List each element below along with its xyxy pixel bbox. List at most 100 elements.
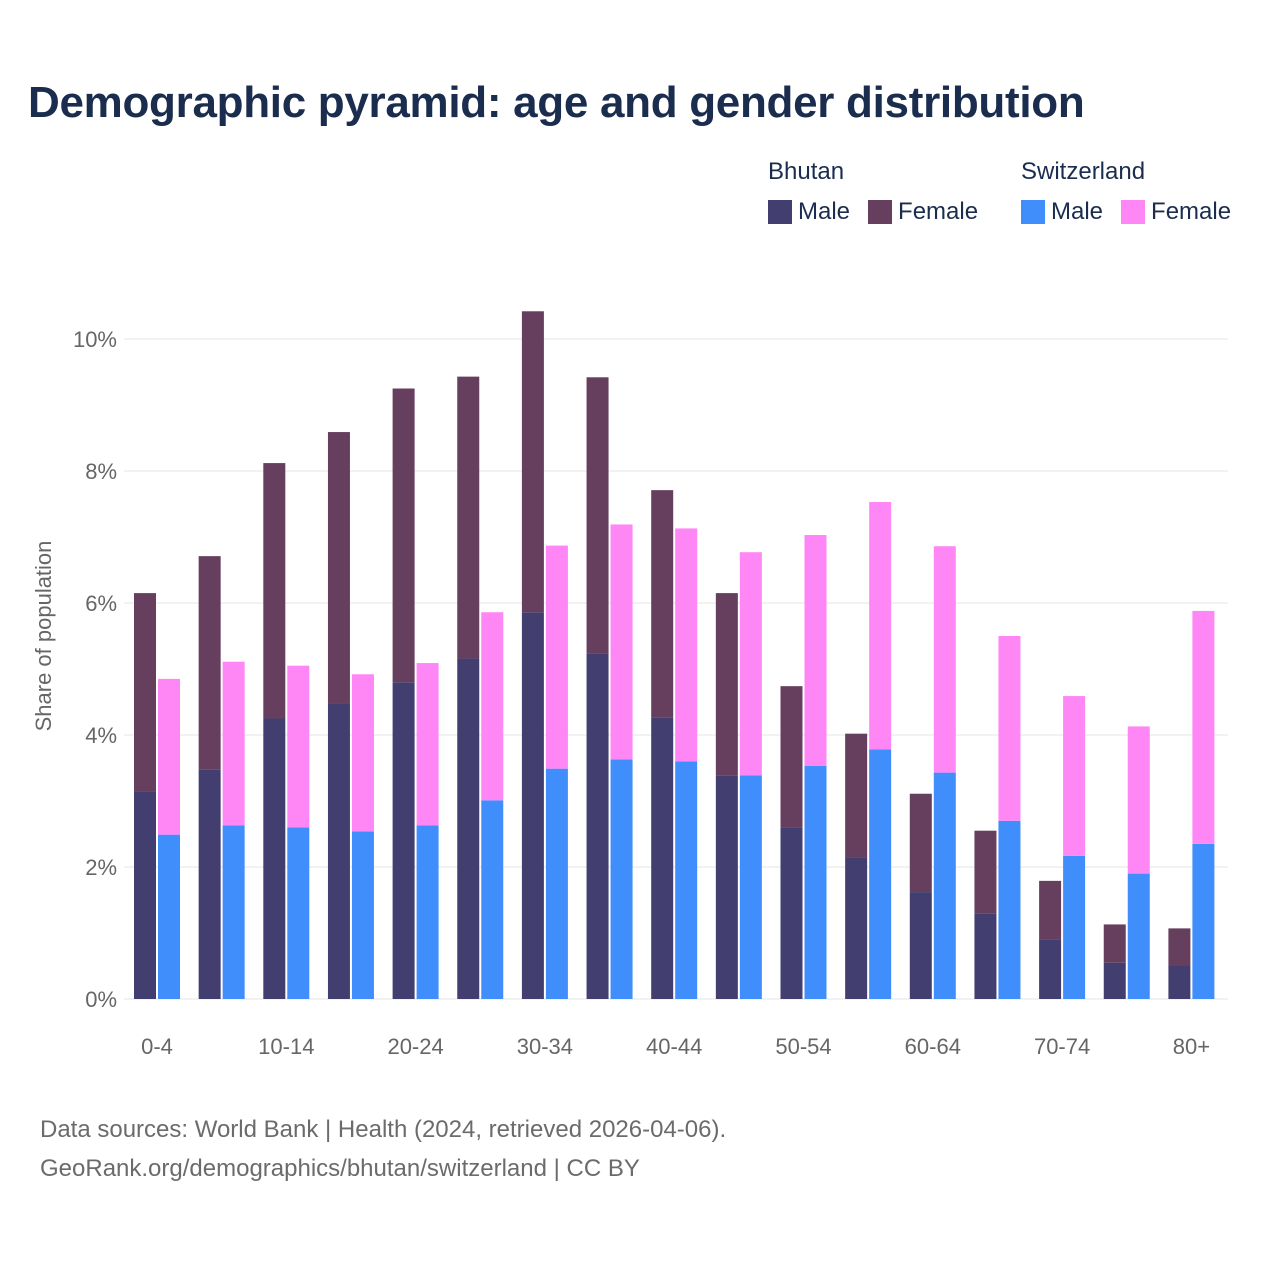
bar-switzerland-female-40-44[interactable] xyxy=(675,528,698,762)
bar-switzerland-male-5-9[interactable] xyxy=(222,825,245,999)
legend-group-label: Bhutan xyxy=(768,158,845,185)
bar-bhutan-female-0-4[interactable] xyxy=(134,593,156,792)
bar-bhutan-female-80+[interactable] xyxy=(1168,928,1191,966)
bar-switzerland-female-80+[interactable] xyxy=(1192,610,1215,844)
bar-bhutan-male-20-24[interactable] xyxy=(392,682,415,999)
legend-group-label: Switzerland xyxy=(1021,158,1146,185)
bar-bhutan-female-40-44[interactable] xyxy=(651,490,674,718)
bar-switzerland-male-35-39[interactable] xyxy=(610,759,633,999)
bar-bhutan-female-20-24[interactable] xyxy=(392,388,415,683)
chart-title: Demographic pyramid: age and gender dist… xyxy=(28,78,1085,127)
bar-bhutan-male-10-14[interactable] xyxy=(263,718,286,1000)
y-tick-label: 4% xyxy=(85,723,117,748)
x-tick-label: 40-44 xyxy=(646,1034,702,1059)
bar-bhutan-male-70-74[interactable] xyxy=(1039,939,1062,999)
bar-switzerland-male-60-64[interactable] xyxy=(933,772,956,999)
legend-item-bhutan-male[interactable]: Male xyxy=(768,198,850,226)
bar-switzerland-male-15-19[interactable] xyxy=(351,831,374,999)
bar-switzerland-female-60-64[interactable] xyxy=(933,546,956,773)
bar-bhutan-female-35-39[interactable] xyxy=(586,377,609,654)
bar-bhutan-female-55-59[interactable] xyxy=(845,733,868,858)
bar-switzerland-male-65-69[interactable] xyxy=(998,820,1021,999)
bar-bhutan-female-15-19[interactable] xyxy=(327,432,350,704)
legend-item-label: Male xyxy=(798,198,851,225)
bar-switzerland-male-75-79[interactable] xyxy=(1127,873,1150,999)
y-tick-label: 8% xyxy=(85,459,117,484)
x-tick-label: 30-34 xyxy=(517,1034,573,1059)
x-tick-label: 0-4 xyxy=(141,1034,173,1059)
y-tick-label: 2% xyxy=(85,855,117,880)
bar-switzerland-male-70-74[interactable] xyxy=(1063,855,1086,999)
bar-bhutan-female-75-79[interactable] xyxy=(1103,924,1126,963)
bar-switzerland-male-0-4[interactable] xyxy=(158,834,180,999)
bar-switzerland-female-15-19[interactable] xyxy=(351,674,374,832)
bar-switzerland-male-50-54[interactable] xyxy=(804,766,827,999)
bar-switzerland-female-20-24[interactable] xyxy=(416,663,439,826)
bar-bhutan-female-10-14[interactable] xyxy=(263,463,286,719)
bar-switzerland-male-40-44[interactable] xyxy=(675,761,698,999)
bar-switzerland-male-10-14[interactable] xyxy=(287,827,310,999)
legend-group-switzerland: Switzerland Male Female xyxy=(1021,156,1249,226)
bar-switzerland-male-25-29[interactable] xyxy=(481,800,504,999)
x-tick-label: 70-74 xyxy=(1034,1034,1090,1059)
y-axis-label: Share of population xyxy=(31,541,56,732)
bar-switzerland-male-45-49[interactable] xyxy=(739,775,762,999)
bar-switzerland-female-55-59[interactable] xyxy=(869,502,892,750)
bar-bhutan-male-75-79[interactable] xyxy=(1103,962,1126,999)
bar-bhutan-female-60-64[interactable] xyxy=(909,793,932,893)
y-tick-label: 10% xyxy=(73,327,117,352)
bar-bhutan-female-30-34[interactable] xyxy=(521,311,544,613)
bar-bhutan-male-80+[interactable] xyxy=(1168,966,1191,999)
legend-swatch xyxy=(1121,200,1146,224)
bar-switzerland-female-25-29[interactable] xyxy=(481,612,504,801)
bars xyxy=(134,311,1215,1000)
legend-swatch xyxy=(868,200,893,224)
bar-switzerland-female-0-4[interactable] xyxy=(158,678,180,835)
bar-bhutan-male-35-39[interactable] xyxy=(586,653,609,999)
x-tick-label: 50-54 xyxy=(775,1034,831,1059)
population-bar-chart: 0% 2% 4% 6% 8% 10% 0-4 10-14 20-24 30-34 40-44 50-… xyxy=(31,311,1228,1059)
bar-bhutan-male-60-64[interactable] xyxy=(909,892,932,999)
bar-switzerland-female-30-34[interactable] xyxy=(545,545,568,769)
bar-switzerland-female-70-74[interactable] xyxy=(1063,696,1086,856)
legend-item-label: Male xyxy=(1051,198,1104,225)
bar-switzerland-female-5-9[interactable] xyxy=(222,661,245,826)
bar-switzerland-male-30-34[interactable] xyxy=(545,768,568,999)
x-tick-label: 10-14 xyxy=(258,1034,314,1059)
x-axis-ticks: 0-4 10-14 20-24 30-34 40-44 50-54 60-64 70-74 80… xyxy=(141,1034,1210,1059)
bar-switzerland-female-45-49[interactable] xyxy=(739,552,762,776)
bar-switzerland-male-55-59[interactable] xyxy=(869,749,892,999)
bar-bhutan-male-0-4[interactable] xyxy=(134,791,156,999)
bar-switzerland-female-10-14[interactable] xyxy=(287,665,310,828)
bar-bhutan-male-40-44[interactable] xyxy=(651,717,674,999)
bar-bhutan-male-55-59[interactable] xyxy=(845,857,868,999)
bar-bhutan-male-5-9[interactable] xyxy=(198,769,221,999)
bar-bhutan-female-50-54[interactable] xyxy=(780,686,803,828)
bar-bhutan-female-45-49[interactable] xyxy=(715,593,738,776)
bar-bhutan-female-70-74[interactable] xyxy=(1039,880,1062,940)
bar-bhutan-female-25-29[interactable] xyxy=(457,376,480,659)
bar-bhutan-male-50-54[interactable] xyxy=(780,827,803,999)
bar-bhutan-male-15-19[interactable] xyxy=(327,703,350,999)
legend-item-bhutan-female[interactable]: Female xyxy=(868,198,978,226)
bar-bhutan-male-65-69[interactable] xyxy=(974,913,997,999)
bar-switzerland-female-65-69[interactable] xyxy=(998,636,1021,821)
bar-bhutan-female-65-69[interactable] xyxy=(974,830,997,914)
legend-item-switzerland-female[interactable]: Female xyxy=(1121,198,1231,226)
bar-switzerland-male-20-24[interactable] xyxy=(416,825,439,999)
bar-switzerland-female-75-79[interactable] xyxy=(1127,726,1150,874)
y-tick-label: 6% xyxy=(85,591,117,616)
bar-bhutan-female-5-9[interactable] xyxy=(198,556,221,770)
legend-group-bhutan: Bhutan Male Female xyxy=(768,156,996,226)
legend-swatch xyxy=(1021,200,1045,224)
bar-bhutan-male-30-34[interactable] xyxy=(521,612,544,999)
y-axis-ticks: 0% 2% 4% 6% 8% 10% xyxy=(73,327,117,1012)
bar-switzerland-female-35-39[interactable] xyxy=(610,524,633,760)
footer-source: Data sources: World Bank | Health (2024,… xyxy=(40,1116,727,1143)
bar-switzerland-male-80+[interactable] xyxy=(1192,843,1215,999)
bar-switzerland-female-50-54[interactable] xyxy=(804,535,827,767)
footer-link[interactable]: GeoRank.org/demographics/bhutan/switzerl… xyxy=(40,1155,640,1182)
bar-bhutan-male-25-29[interactable] xyxy=(457,658,480,999)
legend-item-switzerland-male[interactable]: Male xyxy=(1021,198,1103,226)
bar-bhutan-male-45-49[interactable] xyxy=(715,775,738,999)
